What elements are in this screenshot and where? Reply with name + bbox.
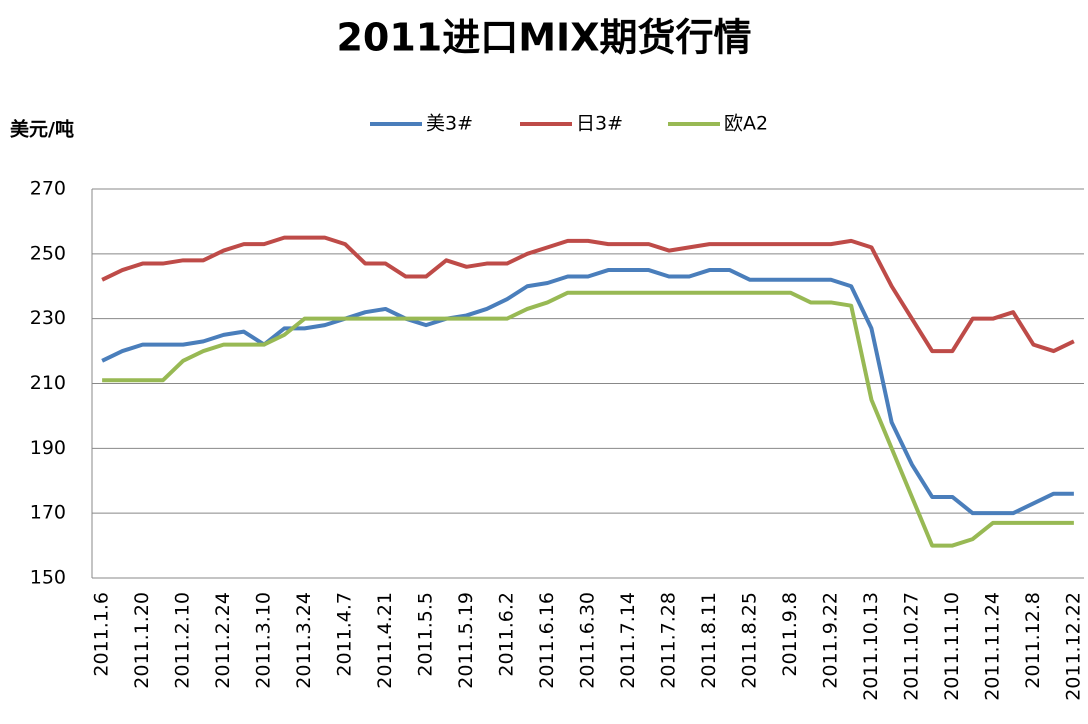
x-tick-label: 2011.8.11: [698, 592, 720, 689]
series-line: [102, 290, 1074, 548]
x-tick-label: 2011.11.10: [941, 592, 963, 701]
x-tick-label: 2011.10.13: [860, 592, 882, 701]
y-axis-label: 美元/吨: [10, 118, 74, 141]
x-tick-label: 2011.9.8: [779, 592, 801, 677]
x-tick-label: 2011.11.24: [981, 592, 1003, 701]
y-tick-label: 250: [30, 242, 66, 264]
legend-label: 美3#: [426, 113, 473, 135]
x-tick-label: 2011.6.2: [496, 592, 518, 677]
series-line: [101, 268, 1074, 516]
y-tick-label: 170: [30, 502, 66, 524]
x-tick-label: 2011.7.28: [657, 592, 679, 689]
x-tick-label: 2011.6.30: [577, 592, 599, 689]
x-tick-label: 2011.12.22: [1062, 592, 1084, 701]
legend-label: 日3#: [576, 113, 623, 135]
x-tick-label: 2011.2.10: [172, 592, 194, 689]
x-tick-label: 2011.6.16: [536, 592, 558, 689]
x-tick-label: 2011.3.24: [293, 592, 315, 689]
y-tick-label: 150: [30, 567, 66, 589]
x-tick-label: 2011.3.10: [253, 592, 275, 689]
x-tick-label: 2011.7.14: [617, 592, 639, 689]
x-tick-label: 2011.8.25: [738, 592, 760, 689]
y-tick-label: 190: [30, 437, 66, 459]
x-tick-label: 2011.10.27: [900, 592, 922, 701]
y-tick-label: 230: [30, 307, 66, 329]
y-tick-label: 270: [30, 178, 66, 200]
x-tick-label: 2011.4.21: [374, 592, 396, 689]
y-tick-label: 210: [30, 372, 66, 394]
x-tick-label: 2011.4.7: [334, 592, 356, 677]
series-line: [101, 235, 1075, 354]
x-tick-label: 2011.1.20: [131, 592, 153, 689]
x-tick-label: 2011.9.22: [819, 592, 841, 689]
legend-label: 欧A2: [724, 113, 768, 135]
x-tick-label: 2011.5.19: [455, 592, 477, 689]
chart-title: 2011进口MIX期货行情: [336, 16, 751, 60]
x-tick-label: 2011.12.8: [1022, 592, 1044, 689]
x-tick-label: 2011.2.24: [212, 592, 234, 689]
x-tick-label: 2011.5.5: [415, 592, 437, 677]
x-tick-label: 2011.1.6: [91, 592, 113, 677]
